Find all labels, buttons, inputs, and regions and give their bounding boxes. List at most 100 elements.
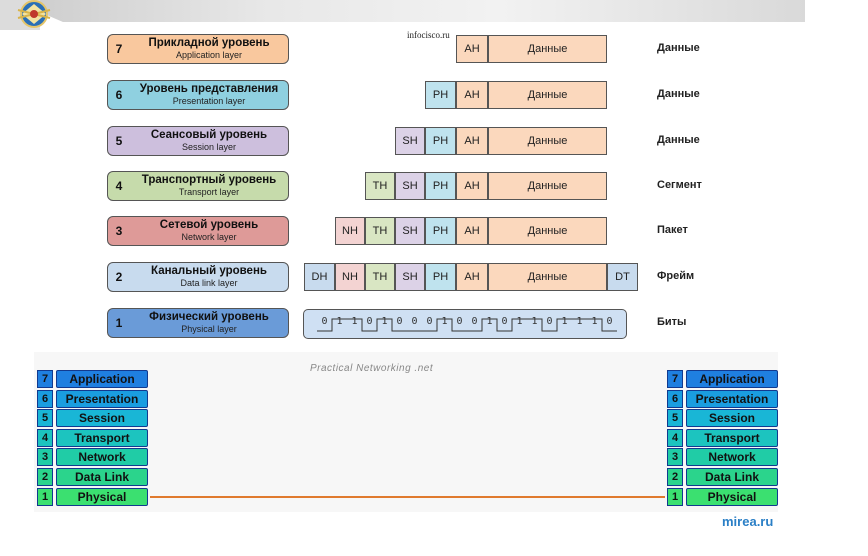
layer-name-ru: Уровень представления bbox=[139, 83, 279, 95]
layer-name-en: Network layer bbox=[181, 232, 237, 242]
pn-layer-name: Physical bbox=[56, 487, 148, 506]
header-cell-ah: AH bbox=[456, 263, 488, 291]
header-bar bbox=[40, 0, 805, 22]
layer-names: Сетевой уровень Network layer bbox=[130, 219, 288, 243]
pn-layer-name: Presentation bbox=[56, 389, 148, 408]
pdu-label-3: Пакет bbox=[657, 224, 688, 236]
bit-value: 0 bbox=[501, 316, 508, 327]
header-cell-ah: AH bbox=[456, 127, 488, 155]
pn-right-layer-4: 4 Transport bbox=[667, 428, 778, 447]
osi-layer-6: 6 Уровень представления Presentation lay… bbox=[107, 80, 289, 110]
layer-name-ru: Сетевой уровень bbox=[159, 219, 259, 231]
header-cell-data: Данные bbox=[488, 217, 607, 245]
pn-left-layer-1: 1 Physical bbox=[37, 487, 148, 506]
pn-layer-name: Physical bbox=[686, 487, 778, 506]
footer-mirea: mirea.ru bbox=[722, 514, 774, 529]
bit-value: 0 bbox=[456, 316, 463, 327]
pn-right-layer-5: 5 Session bbox=[667, 409, 778, 428]
layer-names: Физический уровень Physical layer bbox=[130, 311, 288, 335]
layer-number: 1 bbox=[115, 316, 123, 330]
bit-value: 1 bbox=[351, 316, 358, 327]
layer-names: Уровень представления Presentation layer bbox=[130, 83, 288, 107]
header-cell-ah: AH bbox=[456, 217, 488, 245]
layer-name-ru: Канальный уровень bbox=[151, 265, 267, 277]
layer-number: 2 bbox=[115, 270, 123, 284]
bit-value: 1 bbox=[591, 316, 598, 327]
header-cell-data: Данные bbox=[488, 127, 607, 155]
pn-left-layer-7: 7 Application bbox=[37, 370, 148, 388]
pn-right-layer-6: 6 Presentation bbox=[667, 389, 778, 408]
pn-right-layer-2: 2 Data Link bbox=[667, 468, 778, 486]
header-cell-data: Данные bbox=[488, 35, 607, 63]
osi-layer-3: 3 Сетевой уровень Network layer bbox=[107, 216, 289, 246]
layer-names: Сеансовый уровень Session layer bbox=[130, 129, 288, 153]
bit-value: 1 bbox=[576, 316, 583, 327]
pdu-label-5: Данные bbox=[657, 134, 700, 146]
pn-left-layer-6: 6 Presentation bbox=[37, 389, 148, 408]
header-cell-ph: PH bbox=[425, 217, 456, 245]
pn-layer-name: Session bbox=[686, 409, 778, 428]
pn-layer-number: 4 bbox=[667, 428, 683, 447]
pn-layer-name: Network bbox=[56, 448, 148, 467]
physical-cable bbox=[150, 496, 665, 498]
pn-left-layer-3: 3 Network bbox=[37, 448, 148, 467]
pn-right-layer-1: 1 Physical bbox=[667, 487, 778, 506]
layer-number: 3 bbox=[115, 224, 123, 238]
header-cell-nh: NH bbox=[335, 263, 365, 291]
infocisco-watermark: infocisco.ru bbox=[407, 30, 450, 40]
pn-layer-name: Presentation bbox=[686, 389, 778, 408]
pn-layer-number: 7 bbox=[37, 370, 53, 388]
layer-names: Транспортный уровень Transport layer bbox=[130, 174, 288, 198]
pn-layer-number: 1 bbox=[667, 487, 683, 506]
bit-waveform bbox=[317, 318, 617, 332]
bit-value: 0 bbox=[321, 316, 328, 327]
header-cell-th: TH bbox=[365, 263, 395, 291]
bit-value: 0 bbox=[546, 316, 553, 327]
bit-value: 0 bbox=[396, 316, 403, 327]
bit-value: 1 bbox=[336, 316, 343, 327]
pn-layer-number: 4 bbox=[37, 428, 53, 447]
header-cell-th: TH bbox=[365, 217, 395, 245]
pn-layer-number: 2 bbox=[667, 468, 683, 486]
header-cell-dt: DT bbox=[607, 263, 638, 291]
practical-networking-label: Practical Networking .net bbox=[310, 363, 434, 374]
header-cell-ph: PH bbox=[425, 263, 456, 291]
pn-layer-number: 3 bbox=[667, 448, 683, 467]
header-cell-nh: NH bbox=[335, 217, 365, 245]
layer-name-en: Application layer bbox=[175, 50, 243, 60]
pn-layer-number: 7 bbox=[667, 370, 683, 388]
header-cell-ah: AH bbox=[456, 35, 488, 63]
layer-name-en: Transport layer bbox=[178, 187, 240, 197]
osi-layer-7: 7 Прикладной уровень Application layer bbox=[107, 34, 289, 64]
bit-value: 0 bbox=[366, 316, 373, 327]
pn-left-layer-5: 5 Session bbox=[37, 409, 148, 428]
pn-right-layer-3: 3 Network bbox=[667, 448, 778, 467]
pn-layer-name: Data Link bbox=[686, 468, 778, 486]
header-cell-ph: PH bbox=[425, 172, 456, 200]
pn-left-layer-2: 2 Data Link bbox=[37, 468, 148, 486]
header-cell-data: Данные bbox=[488, 263, 607, 291]
pn-layer-number: 5 bbox=[37, 409, 53, 428]
header-cell-sh: SH bbox=[395, 172, 425, 200]
header-cell-data: Данные bbox=[488, 172, 607, 200]
pn-layer-name: Transport bbox=[686, 428, 778, 447]
layer-number: 7 bbox=[115, 42, 123, 56]
pn-layer-number: 3 bbox=[37, 448, 53, 467]
layer-names: Канальный уровень Data link layer bbox=[130, 265, 288, 289]
layer-number: 6 bbox=[115, 88, 123, 102]
header-cell-th: TH bbox=[365, 172, 395, 200]
osi-layer-5: 5 Сеансовый уровень Session layer bbox=[107, 126, 289, 156]
bit-value: 0 bbox=[606, 316, 613, 327]
mirea-emblem-icon bbox=[17, 0, 51, 28]
pn-layer-number: 6 bbox=[667, 389, 683, 408]
pn-layer-name: Application bbox=[686, 370, 778, 388]
pn-layer-number: 6 bbox=[37, 389, 53, 408]
layer-name-en: Data link layer bbox=[180, 278, 238, 288]
osi-layer-4: 4 Транспортный уровень Transport layer bbox=[107, 171, 289, 201]
pn-layer-name: Network bbox=[686, 448, 778, 467]
bit-value: 1 bbox=[441, 316, 448, 327]
practical-networking-panel bbox=[34, 352, 778, 512]
layer-name-en: Physical layer bbox=[181, 324, 237, 334]
pn-left-layer-4: 4 Transport bbox=[37, 428, 148, 447]
